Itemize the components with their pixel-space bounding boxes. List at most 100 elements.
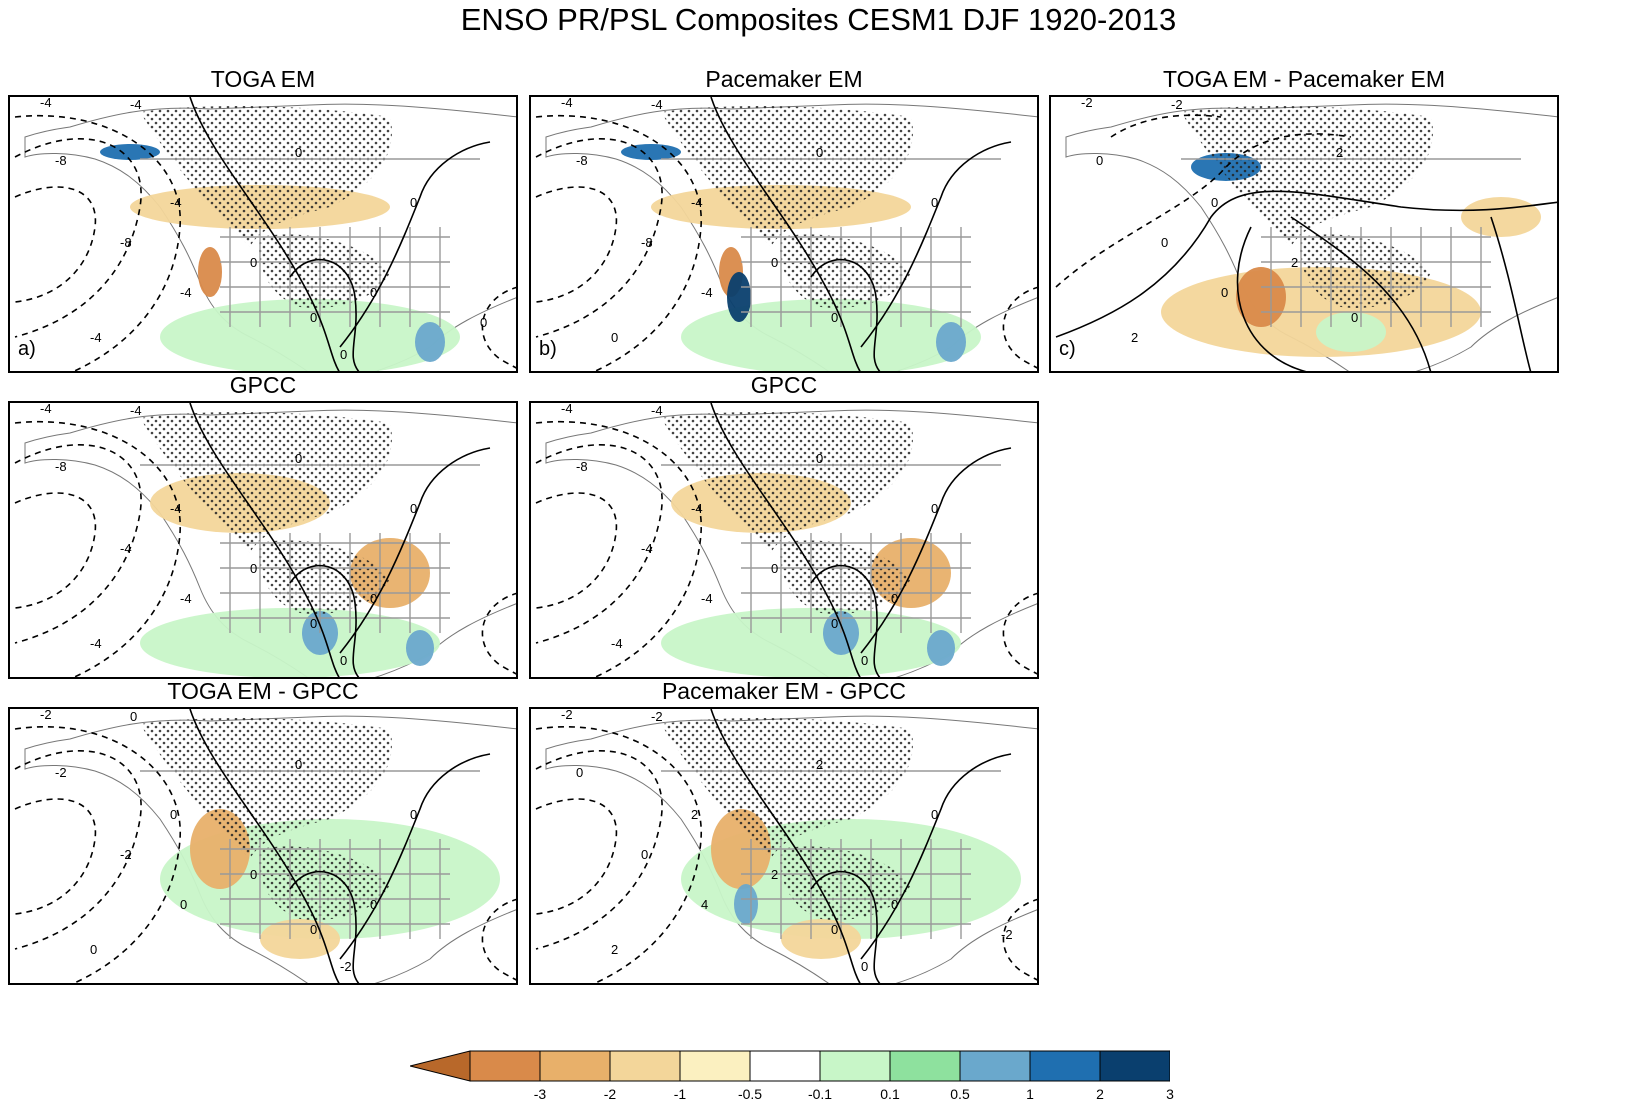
precip-anomaly-wet bbox=[927, 630, 955, 666]
psl-contour-zero bbox=[810, 564, 881, 677]
colorbar-tick-label: 2 bbox=[1096, 1086, 1104, 1102]
contour-label: 0 bbox=[295, 757, 302, 772]
psl-contour-zero bbox=[189, 403, 340, 677]
colorbar-segment bbox=[469, 1050, 541, 1082]
significance-stipple bbox=[140, 411, 392, 553]
contour-label: 0 bbox=[180, 897, 187, 912]
significance-stipple bbox=[780, 846, 911, 920]
contour-label: 0 bbox=[1161, 235, 1168, 250]
map-panel-f: -2 0 -2 -2 0 0 0 0 0 0 0 0 -2 bbox=[8, 707, 518, 985]
contour-label: -4 bbox=[40, 97, 52, 110]
contour-label: -4 bbox=[90, 330, 102, 345]
contour-label: 0 bbox=[310, 310, 317, 325]
contour-label: 0 bbox=[831, 616, 838, 631]
contour-label: 0 bbox=[370, 591, 377, 606]
contour-label: -4 bbox=[691, 195, 703, 210]
colorbar: -3 -2 -1 -0.5 -0.1 0.1 0.5 1 2 3 bbox=[409, 1048, 1231, 1102]
significance-stipple bbox=[661, 105, 913, 247]
contour-label: 0 bbox=[370, 897, 377, 912]
psl-contour-zero bbox=[710, 97, 861, 371]
colorbar-low-triangle bbox=[409, 1050, 471, 1082]
precip-anomaly-wet bbox=[936, 322, 966, 362]
psl-contour-negative bbox=[14, 115, 181, 371]
psl-contour-positive bbox=[1290, 216, 1432, 371]
colorbar-tick-label: -3 bbox=[533, 1086, 547, 1102]
map-panel-d: -4 -4 -8 -4 -4 -4 -4 0 0 0 0 0 0 bbox=[8, 401, 518, 679]
psl-contour-negative bbox=[481, 898, 516, 981]
contour-label: 0 bbox=[295, 451, 302, 466]
psl-contour-zero bbox=[339, 753, 491, 960]
psl-contour-negative bbox=[535, 186, 618, 303]
colorbar-segment bbox=[1029, 1050, 1101, 1082]
contour-label: -4 bbox=[611, 636, 623, 651]
psl-contour-zero bbox=[189, 97, 340, 371]
colorbar-tick-label: -2 bbox=[603, 1086, 617, 1102]
contour-label: -8 bbox=[55, 459, 67, 474]
precip-anomaly-wet bbox=[406, 630, 434, 666]
psl-contour-negative bbox=[14, 492, 97, 609]
contour-label: 0 bbox=[891, 897, 898, 912]
map-panel-a: -4 -4 -8 -8 -4 -4 -4 0 0 0 0 0 0 0 a) bbox=[8, 95, 518, 373]
contour-label: 0 bbox=[931, 501, 938, 516]
contour-label: 0 bbox=[1096, 153, 1103, 168]
psl-contour-negative bbox=[535, 750, 663, 950]
contour-label: -4 bbox=[40, 403, 52, 416]
contour-label: -8 bbox=[55, 153, 67, 168]
contour-label: -4 bbox=[180, 591, 192, 606]
contour-label: 0 bbox=[410, 195, 417, 210]
contour-label: -4 bbox=[120, 541, 132, 556]
precip-anomaly-wet bbox=[1316, 312, 1386, 352]
contour-label: 0 bbox=[891, 591, 898, 606]
contour-label: 0 bbox=[170, 807, 177, 822]
psl-contour-negative bbox=[535, 138, 663, 338]
psl-contour-negative bbox=[535, 115, 702, 371]
colorbar-tick-label: -0.1 bbox=[807, 1086, 833, 1102]
contour-label: -4 bbox=[170, 195, 182, 210]
contour-label: 0 bbox=[310, 922, 317, 937]
contour-label: -4 bbox=[651, 403, 663, 418]
contour-label: -4 bbox=[561, 403, 573, 416]
panel-title-c: TOGA EM - Pacemaker EM bbox=[1162, 66, 1446, 92]
contour-label: -8 bbox=[641, 235, 653, 250]
significance-stipple bbox=[661, 411, 913, 553]
colorbar-segment bbox=[609, 1050, 681, 1082]
colorbar-tick-label: -1 bbox=[673, 1086, 687, 1102]
significance-stipple bbox=[780, 540, 911, 614]
contour-label: 4 bbox=[701, 897, 708, 912]
contour-label: 2 bbox=[611, 942, 618, 957]
panel-letter-a: a) bbox=[18, 338, 36, 360]
contour-label: 0 bbox=[816, 451, 823, 466]
precip-anomaly-wet bbox=[415, 322, 445, 362]
contour-label: 0 bbox=[931, 807, 938, 822]
psl-contour-negative bbox=[14, 750, 142, 950]
contour-label: 2 bbox=[771, 867, 778, 882]
contour-label: 0 bbox=[310, 616, 317, 631]
psl-contour-negative bbox=[14, 444, 142, 644]
psl-contour-zero bbox=[860, 447, 1012, 654]
contour-label: 2 bbox=[691, 807, 698, 822]
psl-contour-negative bbox=[481, 592, 516, 675]
contour-label: -4 bbox=[180, 285, 192, 300]
map-panel-b: -4 -4 -8 -8 -4 -4 0 0 0 0 0 b) bbox=[529, 95, 1039, 373]
contour-label: 2 bbox=[1291, 255, 1298, 270]
psl-contour-zero bbox=[339, 141, 491, 348]
significance-stipple bbox=[259, 234, 390, 308]
map-canvas-a: -4 -4 -8 -8 -4 -4 -4 0 0 0 0 0 0 0 bbox=[14, 97, 516, 371]
psl-contour-zero bbox=[860, 141, 1012, 348]
contour-label: -2 bbox=[1001, 927, 1013, 942]
contour-label: 0 bbox=[771, 561, 778, 576]
contour-label: 0 bbox=[410, 501, 417, 516]
contour-label: -2 bbox=[651, 709, 663, 724]
contour-label: 0 bbox=[831, 922, 838, 937]
contour-label: 0 bbox=[130, 709, 137, 724]
panel-letter-b: b) bbox=[539, 338, 557, 360]
psl-contour-zero bbox=[1236, 226, 1307, 371]
map-panel-g: -2 -2 0 0 2 4 2 2 2 0 0 0 0 -2 bbox=[529, 707, 1039, 985]
contour-label: -4 bbox=[641, 541, 653, 556]
psl-contour-zero bbox=[189, 709, 340, 983]
map-canvas-c: -2 -2 0 0 0 0 2 2 2 0 bbox=[1055, 97, 1557, 371]
contour-label: 0 bbox=[370, 285, 377, 300]
contour-label: 0 bbox=[861, 959, 868, 974]
psl-contour-negative bbox=[535, 444, 663, 644]
map-panel-c: -2 -2 0 0 0 0 2 2 2 0 c) bbox=[1049, 95, 1559, 373]
